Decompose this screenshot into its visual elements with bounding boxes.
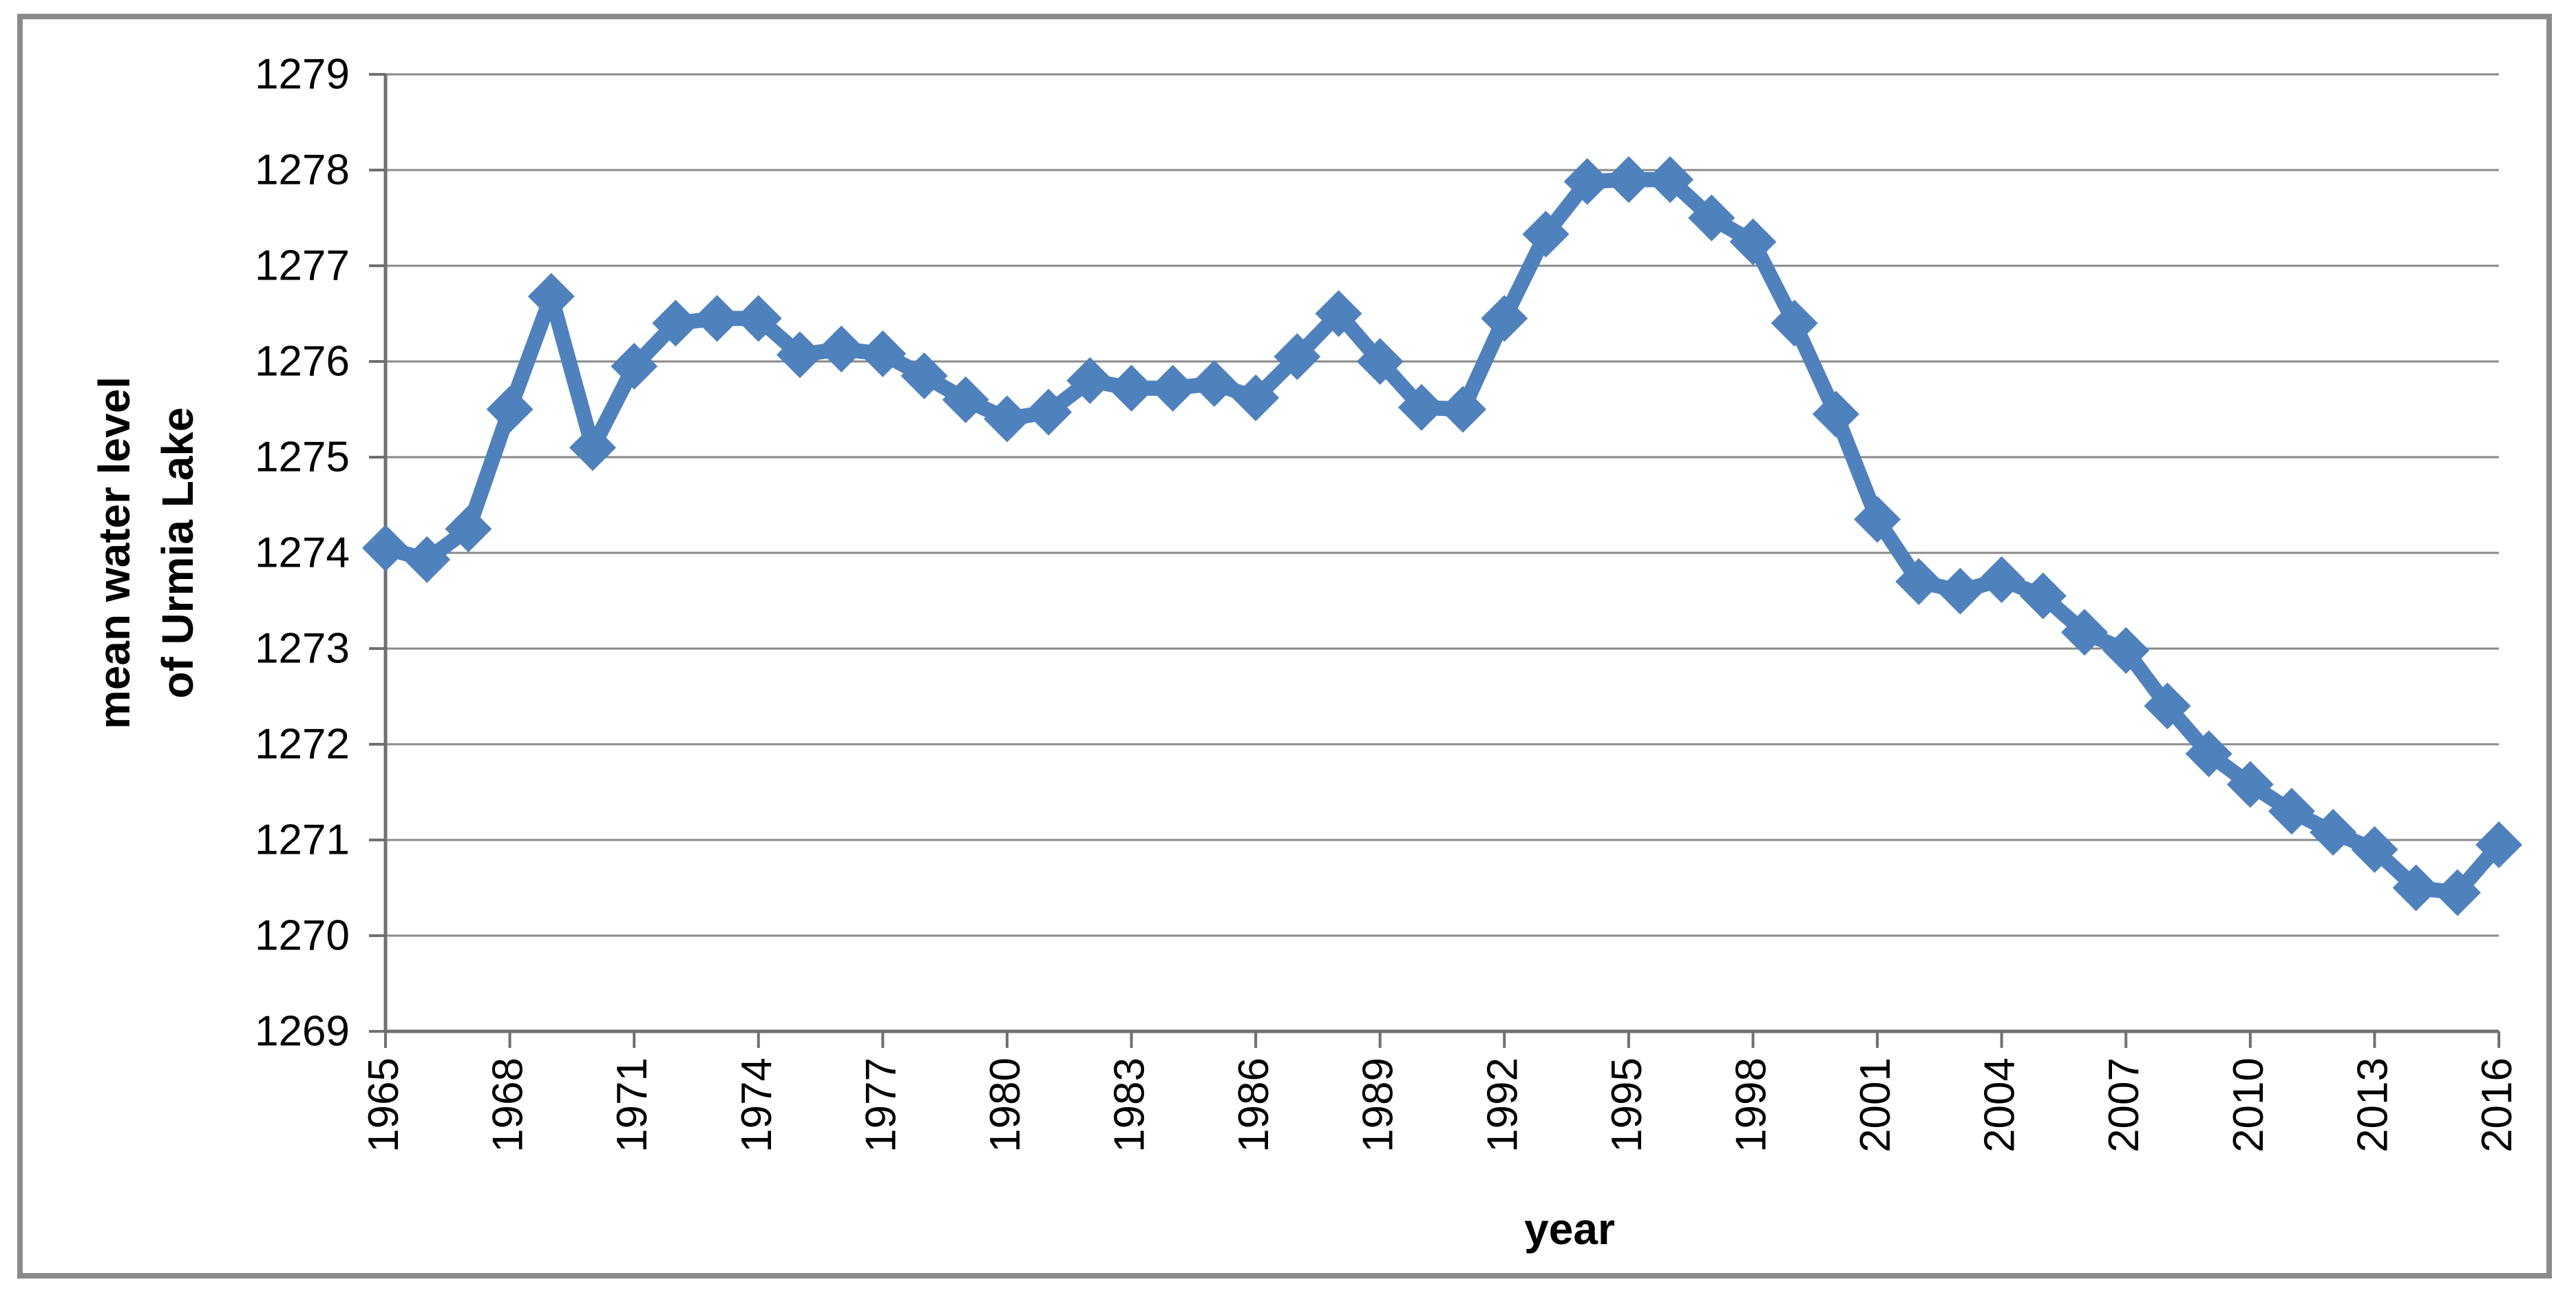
y-tick-label: 1272 <box>255 721 350 768</box>
data-point-marker <box>445 505 492 553</box>
data-point-marker <box>1397 383 1445 431</box>
data-point-marker <box>1190 359 1238 407</box>
y-tick-label: 1274 <box>255 529 350 577</box>
y-tick-label: 1279 <box>255 51 350 98</box>
data-point-marker <box>2310 808 2357 856</box>
data-point-marker <box>1688 194 1735 242</box>
data-point-marker <box>2226 761 2274 808</box>
data-point-marker <box>983 395 1031 443</box>
data-point-marker <box>1025 388 1073 436</box>
data-point-marker <box>527 273 575 320</box>
data-point-marker <box>1812 390 1859 438</box>
data-point-marker <box>1522 211 1570 258</box>
data-point-marker <box>1936 567 1984 615</box>
data-point-marker <box>486 386 534 433</box>
data-point-marker <box>1274 333 1321 381</box>
y-tick-label: 1271 <box>255 817 350 864</box>
x-tick-label: 1974 <box>733 1058 781 1153</box>
y-axis-tick-labels: 1269 1270 1271 1272 1273 1274 1275 1276 1277 1278… <box>255 51 350 1055</box>
data-point-marker <box>1729 218 1777 266</box>
x-axis-tick-labels: 1965 1968 1971 1974 1977 1980 1983 1986 1989 1992… <box>360 1058 2521 1153</box>
x-tick-label: 2007 <box>2100 1058 2148 1153</box>
x-tick-label: 1992 <box>1479 1058 1526 1153</box>
y-tick-label: 1269 <box>255 1008 350 1055</box>
data-point-marker <box>2061 609 2109 656</box>
data-point-marker <box>403 536 451 583</box>
data-point-marker <box>1315 290 1362 337</box>
data-point-marker <box>1108 364 1155 412</box>
x-axis-title: year <box>1524 1204 1615 1254</box>
y-axis-title-line2: of Urmia Lake <box>153 407 202 699</box>
data-point-marker <box>776 331 823 379</box>
data-point-marker <box>2434 869 2481 916</box>
data-point-marker <box>2019 572 2067 620</box>
data-point-marker <box>362 525 409 572</box>
data-point-marker <box>900 352 948 399</box>
x-tick-label: 1986 <box>1230 1058 1278 1153</box>
data-point-marker <box>2185 730 2232 777</box>
data-point-marker <box>859 330 907 377</box>
y-tick-label: 1275 <box>255 434 350 481</box>
data-point-marker <box>1232 374 1280 421</box>
y-tick-label: 1277 <box>255 242 350 290</box>
data-point-marker <box>1895 558 1943 605</box>
gridlines <box>386 73 2499 937</box>
data-point-marker <box>569 424 616 472</box>
x-tick-label: 2001 <box>1852 1058 1899 1153</box>
x-tick-label: 1980 <box>982 1058 1029 1153</box>
y-axis-title: mean water level of Urmia Lake <box>81 140 211 966</box>
data-point-marker <box>1149 364 1196 412</box>
y-tick-label: 1273 <box>255 625 350 673</box>
data-series-line <box>378 171 2506 901</box>
x-tick-label: 2004 <box>1976 1058 2024 1153</box>
data-point-marker <box>2351 825 2398 873</box>
y-tick-label: 1270 <box>255 912 350 960</box>
y-tick-label: 1278 <box>255 147 350 194</box>
x-tick-label: 2016 <box>2473 1058 2521 1153</box>
x-tick-label: 1983 <box>1106 1058 1154 1153</box>
data-point-marker <box>2144 682 2191 730</box>
x-axis-ticks <box>384 1031 2500 1048</box>
data-point-marker <box>1066 357 1114 404</box>
data-point-marker <box>1439 386 1487 433</box>
data-point-marker <box>1978 556 2025 603</box>
data-point-marker <box>735 295 782 342</box>
data-point-marker <box>1647 156 1694 203</box>
x-tick-label: 1977 <box>857 1058 905 1153</box>
data-point-marker <box>652 299 699 347</box>
data-point-marker <box>693 295 741 342</box>
data-series-markers <box>362 156 2522 916</box>
data-point-marker <box>1481 295 1528 342</box>
x-tick-label: 1995 <box>1603 1058 1651 1153</box>
data-point-marker <box>2268 788 2316 835</box>
y-axis-title-line1: mean water level <box>89 376 139 730</box>
data-point-marker <box>611 342 658 390</box>
x-tick-label: 2013 <box>2349 1058 2396 1153</box>
data-point-marker <box>818 325 865 372</box>
x-tick-label: 1971 <box>609 1058 656 1153</box>
x-tick-label: 1965 <box>360 1058 408 1153</box>
data-point-marker <box>2102 627 2150 674</box>
data-point-marker <box>1605 156 1652 203</box>
data-point-marker <box>1771 299 1818 347</box>
data-point-marker <box>1356 338 1404 385</box>
x-tick-label: 1998 <box>1727 1058 1775 1153</box>
y-tick-label: 1276 <box>255 338 350 386</box>
data-point-marker <box>2475 821 2522 868</box>
data-point-marker <box>2392 864 2440 912</box>
data-point-marker <box>942 376 989 423</box>
data-point-marker <box>1854 496 1901 543</box>
x-tick-label: 1968 <box>485 1058 532 1153</box>
x-tick-label: 2010 <box>2225 1058 2272 1153</box>
data-point-marker <box>1563 158 1611 205</box>
x-tick-label: 1989 <box>1355 1058 1402 1153</box>
